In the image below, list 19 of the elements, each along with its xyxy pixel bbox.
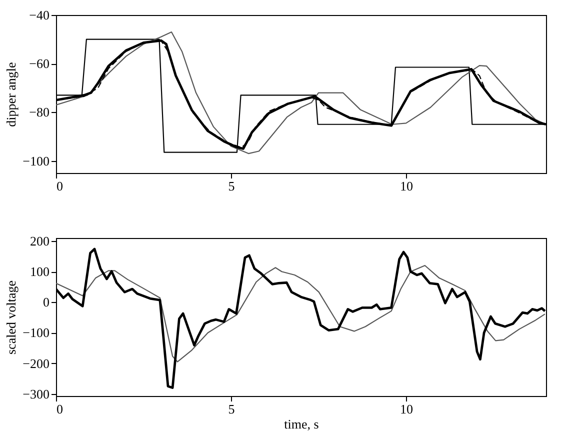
y-tick-label: −40 <box>29 8 50 22</box>
x-tick-label: 5 <box>228 402 235 416</box>
y-axis-title: dipper angle <box>4 62 19 127</box>
y-tick-label: 100 <box>30 264 50 280</box>
x-tick-label: 0 <box>56 402 63 416</box>
y-tick-label: 200 <box>30 234 50 249</box>
x-tick-label: 5 <box>228 178 235 194</box>
y-tick-label: −80 <box>29 104 50 120</box>
y-axis-title: scaled voltage <box>4 280 19 354</box>
y-tick-label: −200 <box>22 356 50 371</box>
x-tick-label: 0 <box>56 178 63 194</box>
x-tick-label: 10 <box>400 178 413 194</box>
y-tick-label: −60 <box>29 56 50 72</box>
y-tick-label: −100 <box>22 325 50 340</box>
y-tick-label: −100 <box>22 153 50 168</box>
y-tick-label: −300 <box>22 386 50 402</box>
x-axis-title: time, s <box>284 416 319 432</box>
y-tick-label: 0 <box>43 294 50 310</box>
x-tick-label: 10 <box>400 402 413 416</box>
